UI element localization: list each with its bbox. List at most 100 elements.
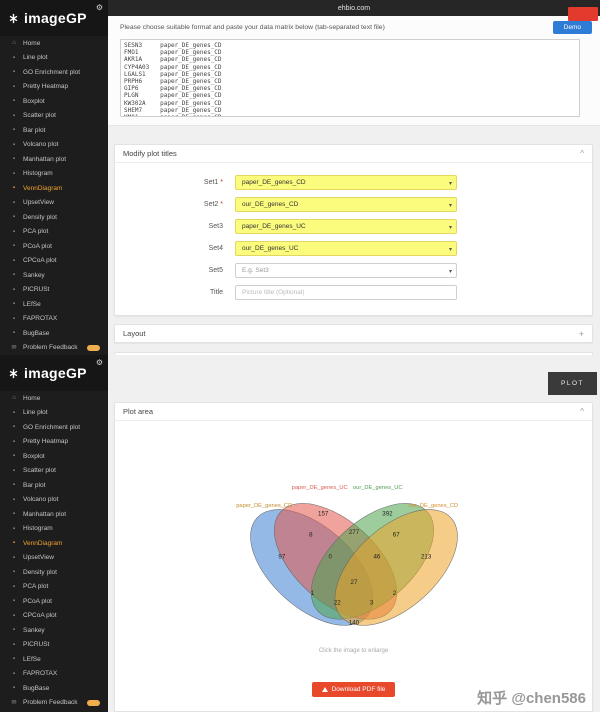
sidebar-item-manhattan-plot[interactable]: ▪ Manhattan plot [0, 152, 108, 167]
instruction-text: Please choose suitable format and paste … [120, 24, 385, 31]
modify-plot-titles-header[interactable]: Modify plot titles [115, 145, 592, 162]
home-icon: ⌂ [12, 395, 16, 402]
venn-region-count: 392 [382, 511, 393, 518]
sidebar-item-picrust[interactable]: ▪ PICRUSt [0, 638, 108, 653]
sidebar-item-upsetview[interactable]: ▪ UpsetView [0, 196, 108, 211]
sidebar-item-bugbase[interactable]: ▪ BugBase [0, 326, 108, 341]
collapse-icon[interactable] [580, 407, 584, 416]
form-row: Set3 paper_DE_genes_UC [115, 215, 592, 237]
header-red-button[interactable] [568, 7, 598, 21]
pretty-heatmap-icon: ▪ [12, 83, 16, 90]
sidebar-item-label: Line plot [23, 409, 48, 417]
pca-plot-icon: ▪ [12, 583, 16, 590]
sidebar-item-home[interactable]: ⌂ Home [0, 391, 108, 406]
sidebar-item-picrust[interactable]: ▪ PICRUSt [0, 283, 108, 298]
gear-icon[interactable]: ⚙ [95, 358, 103, 367]
sidebar-item-faprotax[interactable]: ▪ FAPROTAX [0, 312, 108, 327]
sidebar-item-scatter-plot[interactable]: ▪ Scatter plot [0, 109, 108, 124]
logo-block[interactable]: imageGP ⚙ [0, 355, 108, 391]
sidebar-item-bar-plot[interactable]: ▪ Bar plot [0, 478, 108, 493]
download-pdf-button[interactable]: Download PDF file [311, 682, 396, 697]
sidebar-item-label: VennDiagram [23, 184, 63, 192]
sidebar-item-label: Home [23, 39, 41, 47]
sidebar-item-venndiagram[interactable]: ▪ VennDiagram [0, 181, 108, 196]
logo-icon [9, 368, 18, 378]
sidebar-item-density-plot[interactable]: ▪ Density plot [0, 210, 108, 225]
cpcoa-plot-icon: ▪ [12, 612, 16, 619]
sidebar-item-pretty-heatmap[interactable]: ▪ Pretty Heatmap [0, 435, 108, 450]
layout-header[interactable]: Layout [115, 325, 592, 342]
sidebar-item-density-plot[interactable]: ▪ Density plot [0, 565, 108, 580]
selected-value: paper_DE_genes_CD [242, 178, 306, 186]
sidebar-item-manhattan-plot[interactable]: ▪ Manhattan plot [0, 507, 108, 522]
sidebar-item-problem-feedback[interactable]: ✉ Problem Feedback [0, 341, 108, 356]
venn-region-count: 27 [350, 579, 357, 586]
expand-icon[interactable] [579, 329, 584, 339]
sidebar-item-cpcoa-plot[interactable]: ▪ CPCoA plot [0, 254, 108, 269]
gear-icon[interactable]: ⚙ [95, 3, 103, 12]
set1-select[interactable]: paper_DE_genes_CD [235, 174, 457, 190]
sidebar-item-venndiagram[interactable]: ▪ VennDiagram [0, 536, 108, 551]
sidebar-item-problem-feedback[interactable]: ✉ Problem Feedback [0, 696, 108, 711]
venn-region-count: 277 [348, 529, 359, 536]
title-input[interactable] [235, 284, 457, 300]
sidebar-item-cpcoa-plot[interactable]: ▪ CPCoA plot [0, 609, 108, 624]
volcano-plot-icon: ▪ [12, 496, 16, 503]
sidebar-item-label: Sankey [23, 271, 45, 279]
venn-region-count: 97 [278, 554, 285, 561]
selected-value: E.g. Set3 [242, 266, 269, 274]
sidebar-item-upsetview[interactable]: ▪ UpsetView [0, 551, 108, 566]
sidebar-item-go-enrichment-plot[interactable]: ▪ GO Enrichment plot [0, 65, 108, 80]
data-input-panel: Please choose suitable format and paste … [108, 16, 600, 126]
plot-button[interactable]: PLOT [548, 372, 597, 395]
sidebar-item-pca-plot[interactable]: ▪ PCA plot [0, 225, 108, 240]
sidebar-item-bar-plot[interactable]: ▪ Bar plot [0, 123, 108, 138]
sidebar-item-sankey[interactable]: ▪ Sankey [0, 623, 108, 638]
sidebar-item-lefse[interactable]: ▪ LEfSe [0, 297, 108, 312]
sidebar-item-pcoa-plot[interactable]: ▪ PCoA plot [0, 594, 108, 609]
sidebar-item-histogram[interactable]: ▪ Histogram [0, 167, 108, 182]
sidebar-item-label: FAPROTAX [23, 315, 58, 323]
sidebar-item-histogram[interactable]: ▪ Histogram [0, 522, 108, 537]
bugbase-icon: ▪ [12, 685, 16, 692]
sidebar-item-faprotax[interactable]: ▪ FAPROTAX [0, 667, 108, 682]
demo-button[interactable]: Demo [552, 21, 592, 34]
set4-select[interactable]: our_DE_genes_UC [235, 240, 457, 256]
sidebar-item-lefse[interactable]: ▪ LEfSe [0, 652, 108, 667]
field-label: Set3 [208, 222, 223, 230]
lower-section: imageGP ⚙ ⌂ Home ▪ Line plot ▪ GO Enrichment pl… [0, 355, 600, 712]
sidebar-item-home[interactable]: ⌂ Home [0, 36, 108, 51]
sidebar-item-label: CPCoA plot [23, 257, 57, 265]
collapse-icon[interactable] [580, 149, 584, 158]
venn-region-count: 8 [309, 532, 313, 539]
sidebar-item-label: BugBase [23, 329, 50, 337]
sidebar-item-pretty-heatmap[interactable]: ▪ Pretty Heatmap [0, 80, 108, 95]
data-matrix-input[interactable]: SESN3 paper_DE_genes_CD FMO1 paper_DE_ge… [120, 39, 580, 117]
venn-diagram[interactable]: paper_DE_genes_CD paper_DE_genes_UC our_DE… [204, 461, 504, 637]
set2-select[interactable]: our_DE_genes_CD [235, 196, 457, 212]
boxplot-icon: ▪ [12, 453, 16, 460]
sidebar-item-go-enrichment-plot[interactable]: ▪ GO Enrichment plot [0, 420, 108, 435]
set5-select[interactable]: E.g. Set3 [235, 262, 457, 278]
sidebar-item-bugbase[interactable]: ▪ BugBase [0, 681, 108, 696]
histogram-icon: ▪ [12, 170, 16, 177]
card-title: Modify plot titles [123, 149, 177, 158]
lefse-icon: ▪ [12, 301, 16, 308]
sidebar-item-line-plot[interactable]: ▪ Line plot [0, 51, 108, 66]
sidebar-item-pcoa-plot[interactable]: ▪ PCoA plot [0, 239, 108, 254]
sidebar-item-label: PICRUSt [23, 286, 50, 294]
sidebar-item-volcano-plot[interactable]: ▪ Volcano plot [0, 493, 108, 508]
pretty-heatmap-icon: ▪ [12, 438, 16, 445]
sidebar-item-boxplot[interactable]: ▪ Boxplot [0, 449, 108, 464]
sidebar-item-label: GO Enrichment plot [23, 423, 81, 431]
sidebar-item-volcano-plot[interactable]: ▪ Volcano plot [0, 138, 108, 153]
set3-select[interactable]: paper_DE_genes_UC [235, 218, 457, 234]
sidebar-item-boxplot[interactable]: ▪ Boxplot [0, 94, 108, 109]
logo-block[interactable]: imageGP ⚙ [0, 0, 108, 36]
sidebar-item-pca-plot[interactable]: ▪ PCA plot [0, 580, 108, 595]
form-row: Title [115, 281, 592, 303]
sidebar-item-scatter-plot[interactable]: ▪ Scatter plot [0, 464, 108, 479]
sidebar-item-line-plot[interactable]: ▪ Line plot [0, 406, 108, 421]
plot-area-header[interactable]: Plot area [115, 403, 592, 420]
sidebar-item-sankey[interactable]: ▪ Sankey [0, 268, 108, 283]
